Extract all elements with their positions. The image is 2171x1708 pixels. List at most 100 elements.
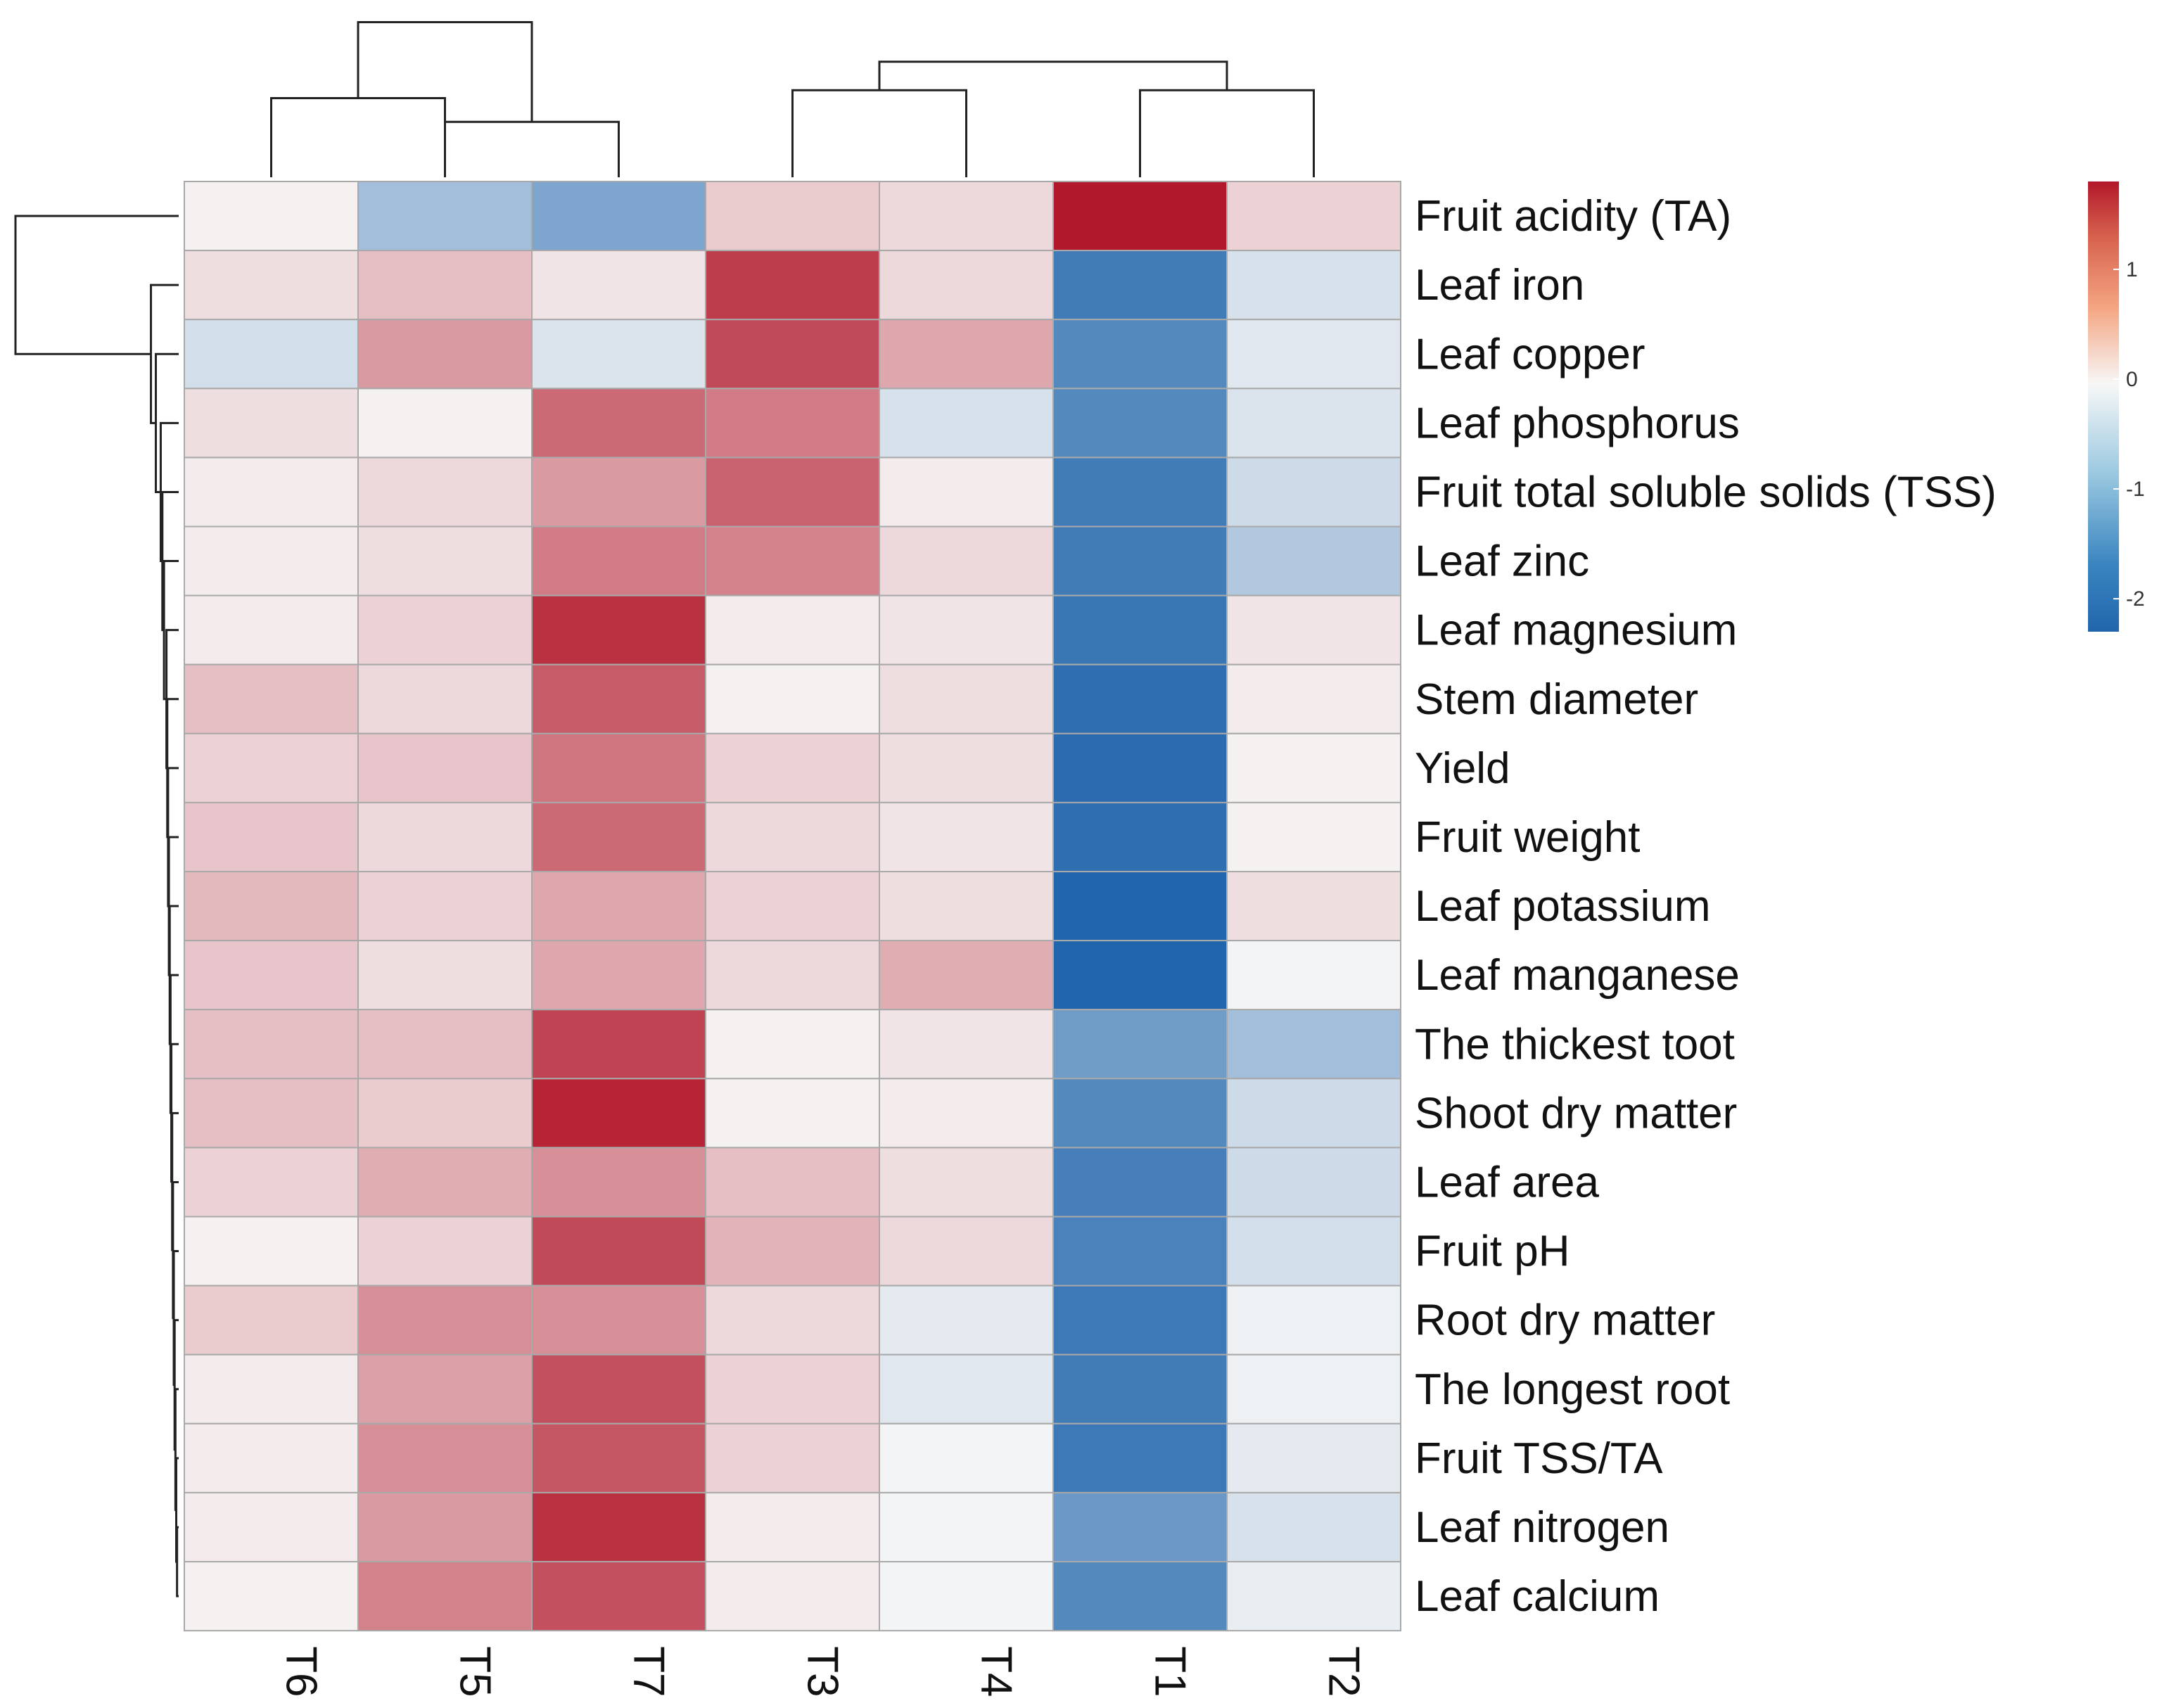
colorbar-tick-label: 0 xyxy=(2126,368,2138,391)
heatmap-cell xyxy=(357,1561,533,1632)
heatmap-cell xyxy=(184,250,359,321)
heatmap-cell xyxy=(531,871,706,942)
heatmap-cell xyxy=(531,1422,706,1493)
heatmap-cell xyxy=(531,457,706,528)
heatmap-cell xyxy=(879,1147,1054,1218)
heatmap-cell xyxy=(531,1353,706,1425)
row-label: The longest root xyxy=(1415,1365,1730,1414)
heatmap-cell xyxy=(705,1491,880,1562)
dendrogram-branch xyxy=(444,120,620,177)
dendrogram-branch xyxy=(878,60,1228,91)
heatmap-cell xyxy=(1226,250,1401,321)
heatmap-cell xyxy=(357,871,533,942)
heatmap-cell xyxy=(1226,663,1401,734)
heatmap-cell xyxy=(184,181,359,252)
dendrogram-branch xyxy=(270,97,446,177)
heatmap-cell xyxy=(184,940,359,1011)
row-label: Leaf magnesium xyxy=(1415,606,1737,655)
heatmap-cell xyxy=(1226,1285,1401,1356)
heatmap-cell xyxy=(184,1422,359,1493)
row-label: Fruit TSS/TA xyxy=(1415,1434,1663,1483)
dendrogram-branch xyxy=(357,21,533,122)
heatmap-cell xyxy=(1226,732,1401,803)
heatmap-cell xyxy=(184,1561,359,1632)
row-label: Leaf area xyxy=(1415,1158,1600,1206)
heatmap-cell xyxy=(705,1078,880,1149)
heatmap-cell xyxy=(357,801,533,873)
heatmap-cell xyxy=(879,871,1054,942)
heatmap-cell xyxy=(357,319,533,390)
column-label: T7 xyxy=(625,1646,673,1697)
heatmap-cell xyxy=(357,732,533,803)
heatmap-cell xyxy=(879,1216,1054,1287)
heatmap-cell xyxy=(531,1285,706,1356)
heatmap-cell xyxy=(357,663,533,734)
heatmap-cell xyxy=(1226,940,1401,1011)
heatmap-cell xyxy=(184,1216,359,1287)
column-label: T2 xyxy=(1320,1646,1368,1697)
heatmap-cell xyxy=(879,457,1054,528)
heatmap-cell xyxy=(1226,1147,1401,1218)
heatmap-cell xyxy=(879,594,1054,665)
heatmap-cell xyxy=(184,319,359,390)
heatmap-cell xyxy=(879,319,1054,390)
heatmap-cell xyxy=(531,1009,706,1080)
heatmap-cell xyxy=(705,801,880,873)
heatmap-cell xyxy=(705,594,880,665)
heatmap-cell xyxy=(1226,388,1401,459)
heatmap-cell xyxy=(1226,594,1401,665)
heatmap-cell xyxy=(879,250,1054,321)
heatmap-cell xyxy=(531,525,706,597)
heatmap-cell xyxy=(184,801,359,873)
heatmap-cell xyxy=(531,1491,706,1562)
heatmap-cell xyxy=(1226,1078,1401,1149)
heatmap-cell xyxy=(879,1285,1054,1356)
row-label: Root dry matter xyxy=(1415,1296,1715,1345)
heatmap-cell xyxy=(531,732,706,803)
heatmap-cell xyxy=(531,319,706,390)
heatmap-cell xyxy=(705,1216,880,1287)
dendrogram-branch xyxy=(173,1319,179,1451)
heatmap-cell xyxy=(705,1009,880,1080)
row-label: Fruit total soluble solids (TSS) xyxy=(1415,468,1997,516)
heatmap-cell xyxy=(357,1216,533,1287)
column-label: T3 xyxy=(798,1646,847,1697)
heatmap-cell xyxy=(1052,1353,1228,1425)
heatmap-cell xyxy=(879,525,1054,597)
colorbar-tick-label: 1 xyxy=(2126,258,2138,281)
row-label: Yield xyxy=(1415,744,1510,793)
heatmap-cell xyxy=(1226,871,1401,942)
heatmap-cell xyxy=(1226,181,1401,252)
heatmap-cell xyxy=(879,1078,1054,1149)
heatmap-cell xyxy=(357,1147,533,1218)
dendrogram-branch xyxy=(172,1180,179,1320)
heatmap-cell xyxy=(184,663,359,734)
heatmap-cell xyxy=(1052,1216,1228,1287)
row-label: Leaf iron xyxy=(1415,261,1584,310)
row-label: Leaf manganese xyxy=(1415,951,1740,1000)
heatmap-cell xyxy=(1226,1491,1401,1562)
heatmap-cell xyxy=(1052,319,1228,390)
heatmap-cell xyxy=(879,1009,1054,1080)
heatmap-cell xyxy=(1052,250,1228,321)
heatmap-cell xyxy=(184,871,359,942)
dendrogram-branch xyxy=(791,89,967,177)
heatmap-cell xyxy=(357,181,533,252)
heatmap-cells xyxy=(184,181,1401,1632)
heatmap-cell xyxy=(357,1353,533,1425)
heatmap-cell xyxy=(357,525,533,597)
row-labels: Fruit acidity (TA) Leaf iron Leaf copper Le… xyxy=(1415,192,1997,1621)
heatmap-cell xyxy=(879,1353,1054,1425)
heatmap-cell xyxy=(184,525,359,597)
heatmap-cell xyxy=(1226,525,1401,597)
heatmap-cell xyxy=(531,1561,706,1632)
heatmap-cell xyxy=(1052,388,1228,459)
colorbar-tick-label: -1 xyxy=(2126,478,2145,501)
heatmap-cell xyxy=(184,1353,359,1425)
dendrogram-branch xyxy=(176,1526,179,1598)
heatmap-cell xyxy=(184,388,359,459)
heatmap-cell xyxy=(1226,1353,1401,1425)
heatmap-cell xyxy=(184,1147,359,1218)
heatmap-cell xyxy=(705,663,880,734)
